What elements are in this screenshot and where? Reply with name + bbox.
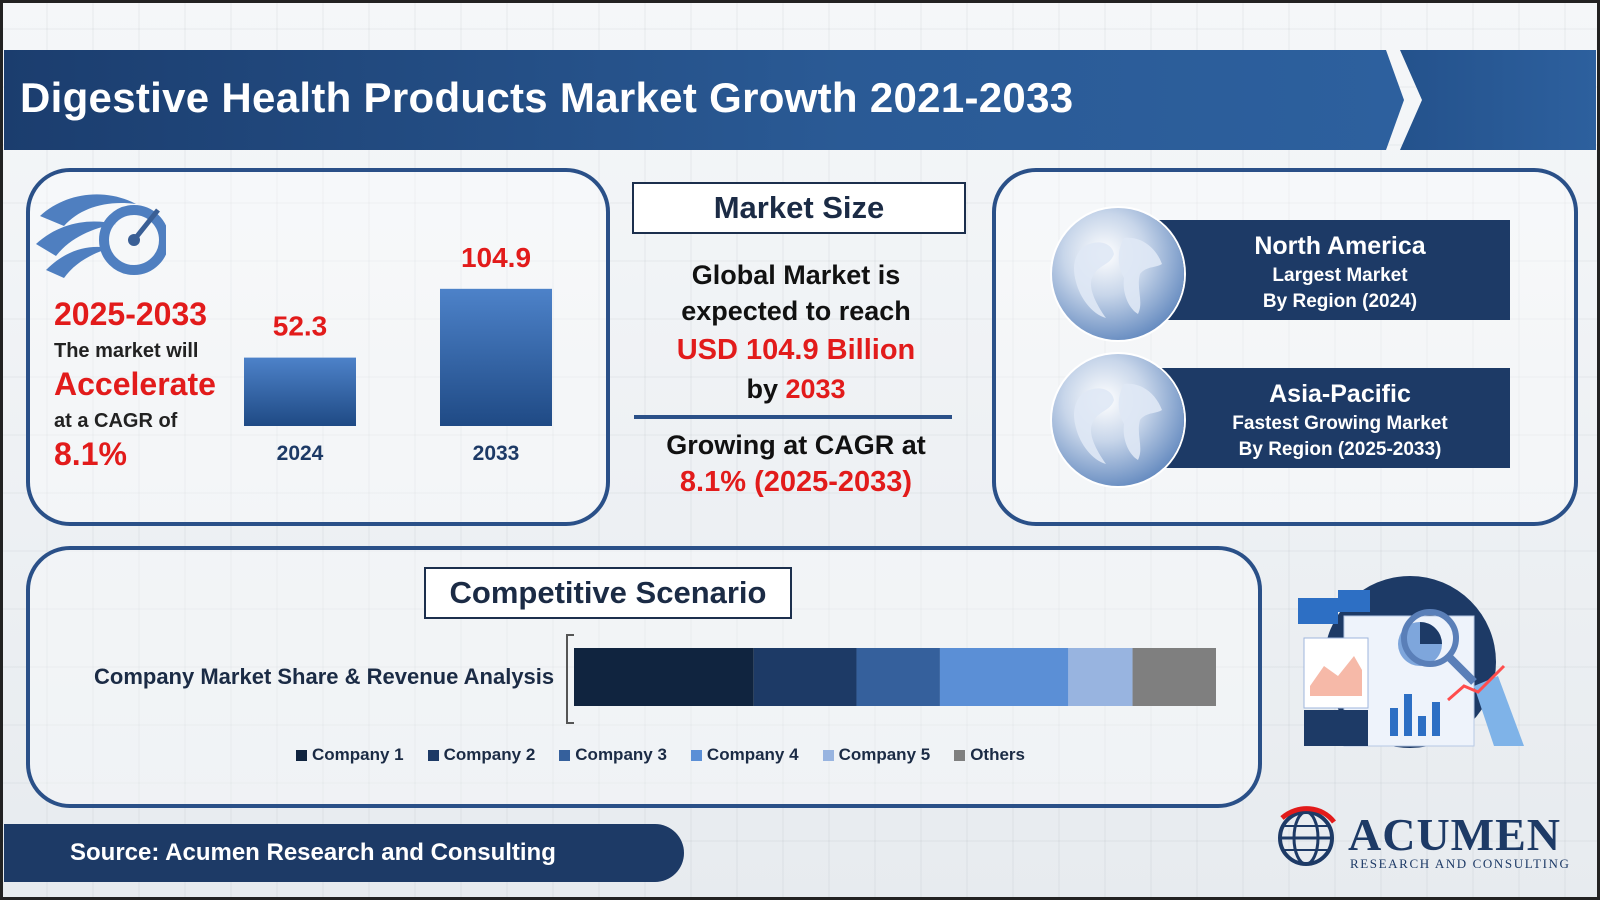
market-size-line4: by 2033 [616, 374, 976, 405]
market-size-bar-chart: 52.3 2024 104.9 2033 [244, 242, 552, 465]
x-tick-label: 2024 [277, 442, 324, 465]
share-segment [1068, 648, 1133, 706]
legend-item: Company 3 [559, 745, 667, 765]
market-size-line1: Global Market is [691, 260, 901, 290]
region-subtitle: Largest Market [1272, 265, 1408, 286]
logo-subtitle: RESEARCH AND CONSULTING [1350, 856, 1571, 871]
title-banner [4, 50, 1404, 150]
legend-swatch [427, 749, 439, 761]
globe-icon [1052, 354, 1184, 486]
legend-label: Company 4 [706, 745, 799, 764]
legend-item: Company 5 [822, 745, 931, 765]
region-asia-pacific: Asia-Pacific Fastest Growing Market By R… [1130, 368, 1510, 468]
market-share-stacked-bar [574, 648, 1216, 706]
cagr-value: 8.1% [54, 436, 127, 472]
logo-name: ACUMEN [1348, 809, 1561, 860]
region-north-america: North America Largest Market By Region (… [1130, 220, 1510, 320]
competitive-heading: Competitive Scenario [424, 567, 792, 619]
region-period: By Region (2024) [1262, 291, 1418, 312]
legend-label: Company 3 [575, 745, 667, 764]
competitive-label: Company Market Share & Revenue Analysis [94, 664, 555, 689]
legend-swatch [559, 749, 571, 761]
bar-2024 [244, 357, 356, 426]
analytics-illustration [1298, 576, 1524, 748]
region-name: North America [1254, 232, 1426, 260]
legend-label: Company 1 [312, 745, 404, 764]
divider [634, 415, 952, 419]
legend-label: Others [970, 745, 1025, 764]
legend-item: Others [954, 745, 1025, 765]
market-size-value: USD 104.9 Billion [676, 334, 916, 366]
bar-bracket [566, 634, 574, 724]
cagr-label: Growing at CAGR at [666, 430, 926, 460]
region-period: By Region (2025-2033) [1238, 439, 1442, 460]
share-segment [753, 648, 857, 706]
market-share-legend: Company 1 Company 2 Company 3 Company 4 Comp… [296, 745, 1025, 765]
speedometer-icon [36, 194, 166, 278]
target-year: 2033 [785, 374, 846, 404]
market-will-text: The market will [54, 340, 199, 362]
legend-swatch [296, 749, 307, 761]
cagr-of-text: at a CAGR of [54, 410, 178, 432]
acumen-logo [1278, 806, 1336, 866]
bar-2033 [440, 288, 552, 426]
region-name: Asia-Pacific [1269, 380, 1411, 408]
bar-value-label: 52.3 [273, 311, 328, 342]
legend-swatch [822, 749, 834, 761]
title-banner-arrow [1400, 50, 1596, 150]
legend-label: Company 2 [443, 745, 536, 764]
market-size-line2: expected to reach [681, 296, 911, 326]
bar-value-label: 104.9 [461, 242, 531, 273]
share-segment [939, 648, 1069, 706]
legend-swatch [954, 749, 966, 761]
legend-label: Company 5 [838, 745, 931, 764]
source-footer: Source: Acumen Research and Consulting [4, 824, 684, 882]
share-segment [574, 648, 754, 706]
legend-item: Company 1 [296, 745, 404, 765]
accelerate-text: Accelerate [54, 366, 216, 402]
globe-icon [1052, 208, 1184, 340]
share-segment [856, 648, 940, 706]
legend-swatch [690, 749, 702, 761]
page-title: Digestive Health Products Market Growth … [20, 74, 1074, 121]
region-subtitle: Fastest Growing Market [1232, 413, 1448, 434]
legend-item: Company 4 [690, 745, 799, 765]
legend-item: Company 2 [427, 745, 536, 765]
cagr-period-value: 8.1% (2025-2033) [679, 466, 913, 498]
forecast-years: 2025-2033 [54, 296, 208, 332]
share-segment [1132, 648, 1216, 706]
market-size-heading: Market Size [632, 182, 966, 234]
by-text: by [746, 374, 786, 404]
x-tick-label: 2033 [473, 442, 520, 465]
